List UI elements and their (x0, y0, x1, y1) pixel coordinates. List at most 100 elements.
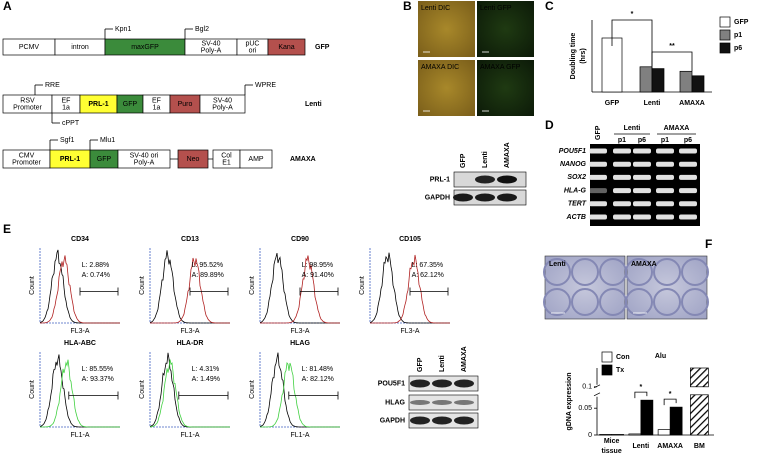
axis-break (593, 392, 601, 397)
blot-band (410, 400, 430, 405)
lane-label: GFP (460, 153, 467, 168)
row-label: GAPDH (425, 194, 450, 201)
y-tick-label: 0.1 (582, 384, 592, 391)
bar (657, 429, 671, 436)
x-tick-label: AMAXA (657, 443, 683, 450)
site-label: Mlu1 (100, 137, 115, 144)
gene-label: SOX2 (567, 174, 586, 181)
axis-label: FL3-A (180, 328, 199, 335)
part-label: PCMV (19, 44, 40, 51)
gel-band (679, 174, 697, 180)
panel-label: A (3, 0, 12, 13)
tubule (681, 258, 709, 286)
significance-mark: * (640, 384, 643, 391)
construct-part (199, 94, 246, 114)
gel-band (633, 188, 651, 194)
plot-title: CD34 (71, 236, 89, 243)
legend-label: Con (616, 354, 630, 361)
gel-band (679, 161, 697, 167)
bar (651, 68, 665, 93)
bar (691, 75, 705, 93)
significance-mark: ** (669, 43, 675, 50)
stat-label: L: 2.88% (82, 262, 110, 269)
gene-label: ACTB (566, 214, 586, 221)
tubule (543, 258, 571, 286)
axis-label: FL3-A (290, 328, 309, 335)
axis-label: Count (359, 276, 366, 295)
plot-frame (259, 352, 340, 428)
blot-band (432, 379, 452, 388)
x-tick-label: AMAXA (679, 100, 705, 107)
construct-part (239, 149, 273, 169)
stat-label: A: 91.40% (302, 272, 334, 279)
panel-label: B (403, 0, 412, 13)
bar-segment (690, 394, 709, 436)
blot-band (497, 175, 517, 184)
axis-label: FL1-A (180, 432, 199, 439)
axis-label: Count (139, 380, 146, 399)
blot-band (410, 416, 430, 425)
stat-label: L: 81.48% (302, 366, 334, 373)
legend-swatch (601, 351, 613, 363)
part-label: AMP (248, 156, 264, 163)
tubule (653, 258, 681, 286)
bar (601, 37, 623, 93)
tubule (681, 288, 709, 316)
x-tick-label: Mice tissue (602, 438, 622, 455)
lane-label: p6 (638, 137, 646, 144)
gel-band (656, 148, 674, 154)
bar (640, 399, 654, 436)
micrograph-label: AMAXA DIC (421, 64, 459, 71)
micrograph (477, 60, 534, 116)
gene-label: TERT (568, 201, 587, 208)
part-label: RSV Promoter (13, 97, 42, 111)
part-label: Kana (278, 44, 294, 51)
panel-label: C (545, 0, 554, 13)
chart-title: Alu (655, 353, 666, 360)
construct-part (267, 38, 306, 56)
blot-band (410, 379, 430, 388)
micrograph (418, 60, 475, 116)
part-label: GFP (97, 156, 112, 163)
gel-band (613, 174, 631, 180)
gel-band (613, 201, 631, 207)
part-label: Col E1 (221, 152, 232, 166)
tubule (625, 288, 653, 316)
bar (669, 406, 683, 436)
legend-swatch (719, 16, 731, 28)
part-label: SV-40 Poly-A (201, 40, 222, 54)
x-tick-label: BM (694, 443, 705, 450)
gene-label: POU5F1 (559, 148, 586, 155)
control-histogram (259, 352, 340, 428)
gel-band (613, 214, 631, 220)
stat-label: A: 62.12% (412, 272, 444, 279)
blot-band (497, 193, 517, 202)
site-label: WPRE (255, 82, 276, 89)
axis-label: Count (29, 380, 36, 399)
gel-band (633, 161, 651, 167)
legend-label: Tx (616, 367, 624, 374)
group-label: Lenti (624, 125, 641, 132)
image-label: Lenti (549, 261, 566, 268)
site-label: Bgl2 (195, 26, 209, 33)
row-label: PRL-1 (430, 176, 450, 183)
axis-break (593, 384, 601, 389)
sample-histogram (40, 255, 120, 324)
stat-label: A: 93.37% (82, 376, 114, 383)
gel-band (656, 161, 674, 167)
y-axis-label: gDNA expression (566, 372, 573, 430)
lane-label: Lenti (482, 151, 489, 168)
gel-band (589, 201, 607, 207)
axis-label: FL1-A (290, 432, 309, 439)
sample-histogram (370, 254, 450, 324)
tubule (571, 288, 599, 316)
plot-frame (149, 352, 230, 428)
bar (639, 66, 653, 93)
micrograph (477, 1, 534, 57)
lane-label: AMAXA (504, 142, 511, 168)
gel-band (633, 148, 651, 154)
lane-label: p6 (684, 137, 692, 144)
axis-label: FL3-A (70, 328, 89, 335)
blot-band (454, 416, 474, 425)
gel-band (589, 214, 607, 220)
